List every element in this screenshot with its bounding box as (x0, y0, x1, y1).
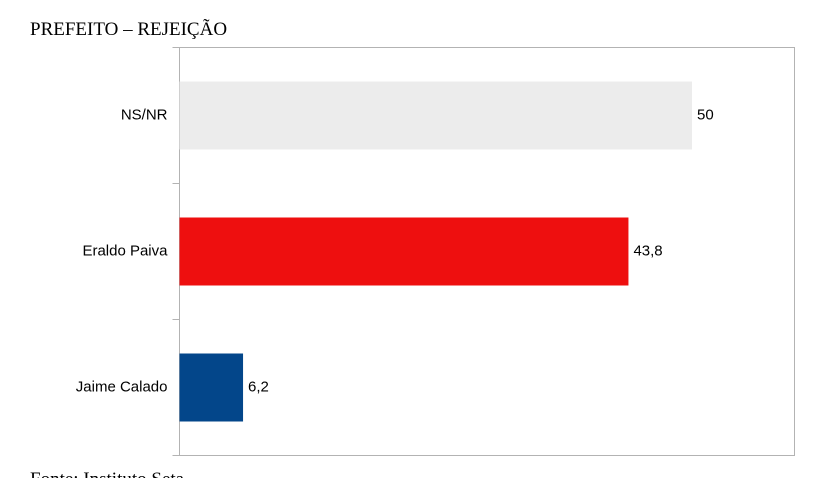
chart-title: PREFEITO – REJEIÇÃO (30, 18, 227, 40)
value-label: 6,2 (248, 378, 269, 395)
bar (179, 217, 629, 286)
y-tick-label: NS/NR (121, 106, 168, 123)
bar (179, 353, 244, 422)
value-label: 50 (697, 106, 714, 123)
y-tick-label: Jaime Calado (76, 378, 168, 395)
y-tick-label: Eraldo Paiva (82, 242, 168, 259)
bar (179, 81, 692, 150)
source-note: Fonte: Instituto Seta (30, 469, 185, 478)
value-label: 43,8 (633, 242, 662, 259)
